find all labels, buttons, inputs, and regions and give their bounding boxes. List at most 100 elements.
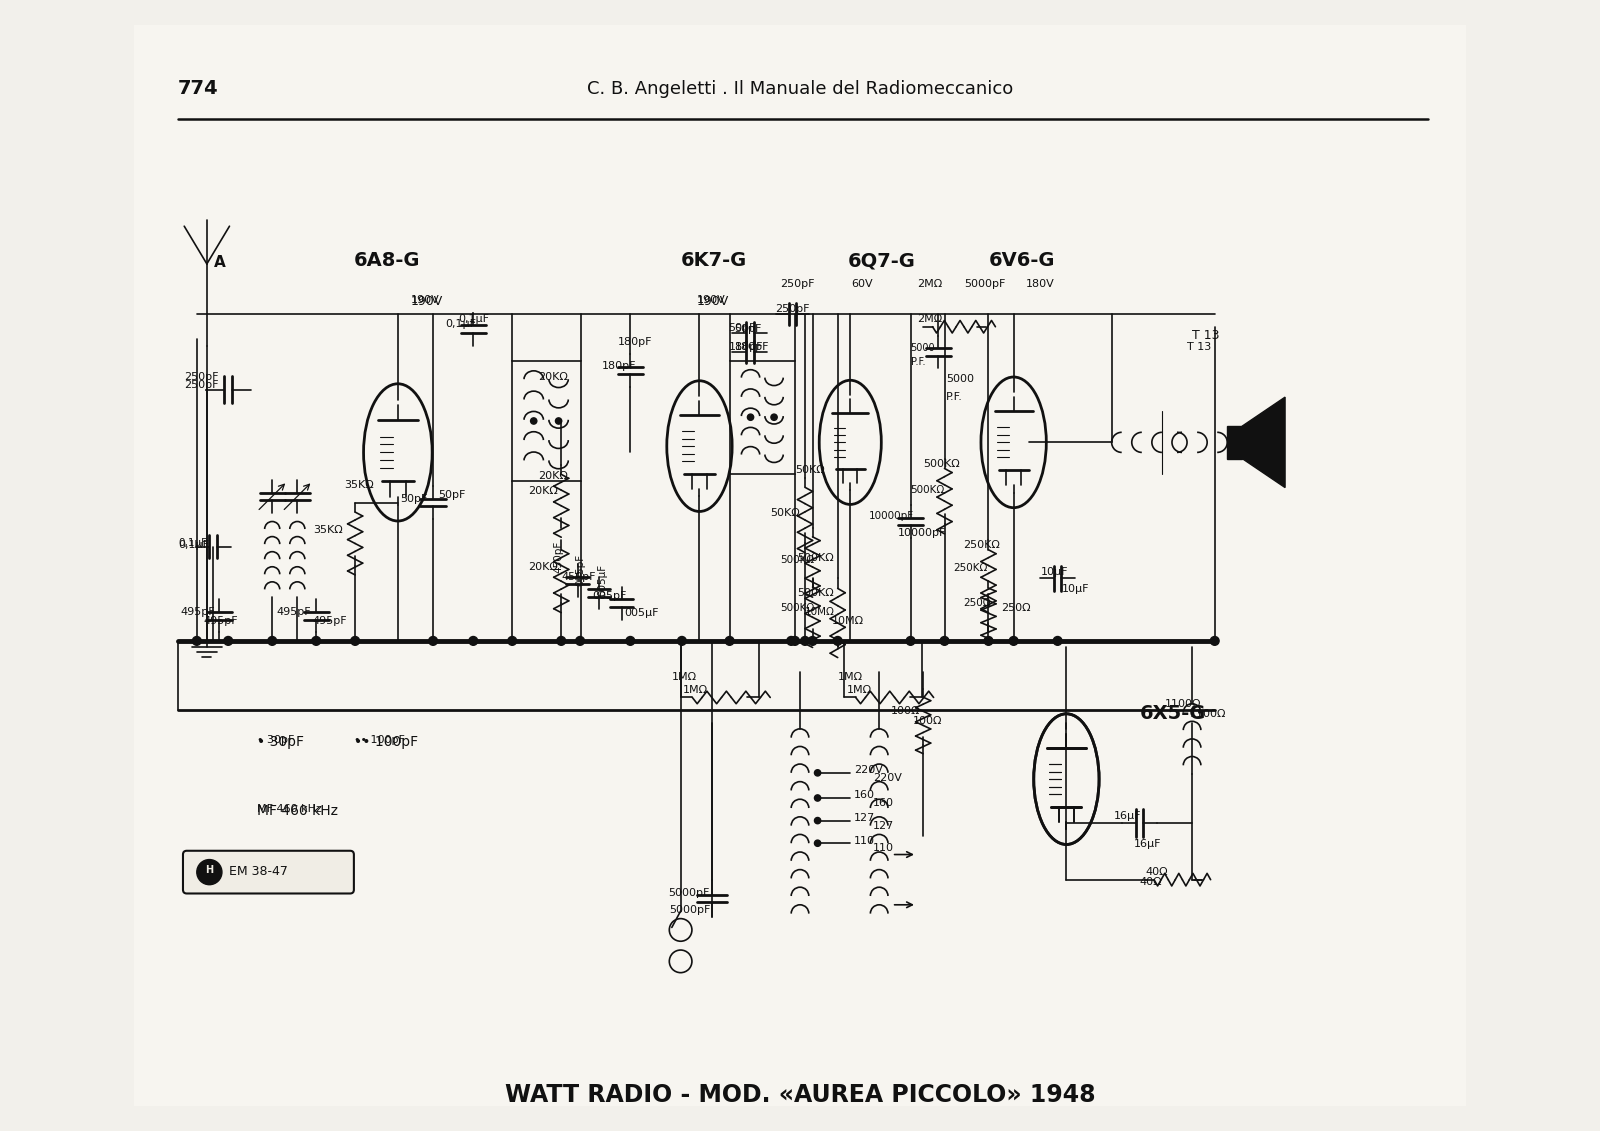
Text: 500KΩ: 500KΩ [797,588,834,598]
Circle shape [790,637,800,646]
Text: 220V: 220V [874,772,902,783]
Circle shape [1053,637,1062,646]
Text: 220V: 220V [854,766,883,776]
Text: 774: 774 [178,79,219,98]
Text: 1MΩ: 1MΩ [672,672,698,682]
Text: 250pF: 250pF [779,279,814,290]
Text: 450pF: 450pF [554,541,563,573]
Text: 495pF: 495pF [181,607,214,618]
Circle shape [725,637,734,646]
Circle shape [814,795,821,801]
Text: 190V: 190V [698,295,726,305]
Text: 500KΩ: 500KΩ [797,553,834,563]
Circle shape [800,637,810,646]
Text: 110: 110 [874,844,894,853]
Text: 16μF: 16μF [1114,811,1142,821]
Circle shape [197,860,222,884]
Circle shape [192,637,202,646]
Text: 50pF: 50pF [400,494,427,504]
Text: WATT RADIO - MOD. «AUREA PICCOLO» 1948: WATT RADIO - MOD. «AUREA PICCOLO» 1948 [504,1083,1096,1107]
Text: 100Ω: 100Ω [891,706,920,716]
Polygon shape [1227,426,1242,459]
Text: 160: 160 [854,791,875,801]
Text: • 30pF: • 30pF [258,735,294,745]
Circle shape [747,414,754,421]
Circle shape [350,637,360,646]
Text: 127: 127 [854,813,875,823]
Text: 60V: 60V [851,279,874,290]
Text: 1MΩ: 1MΩ [838,672,862,682]
Text: 50pF: 50pF [438,490,466,500]
Circle shape [576,637,584,646]
Text: 180V: 180V [1026,279,1054,290]
Text: A: A [214,256,226,270]
Text: 10MΩ: 10MΩ [805,607,835,618]
Text: 250KΩ: 250KΩ [963,541,1000,551]
Text: 160: 160 [874,798,894,808]
Text: 500KΩ: 500KΩ [779,603,814,613]
Text: 250pF: 250pF [774,304,810,314]
Circle shape [814,770,821,776]
Text: 1100Ω: 1100Ω [1165,699,1202,709]
Text: • 30pF: • 30pF [258,735,304,749]
Polygon shape [1242,397,1285,487]
Circle shape [1010,637,1018,646]
Circle shape [771,414,778,421]
Circle shape [429,637,437,646]
Text: 5000pF: 5000pF [669,905,710,915]
Text: 6K7-G: 6K7-G [680,251,747,270]
Text: 5000pF: 5000pF [965,279,1006,290]
Text: H: H [205,864,213,874]
Text: 10000pF: 10000pF [869,511,914,521]
Text: 16μF: 16μF [1134,839,1162,849]
Text: 10000pF: 10000pF [898,528,946,538]
Text: 1100Ω: 1100Ω [1189,709,1226,719]
Text: 10μF: 10μF [1061,585,1090,595]
Text: 250Ω: 250Ω [1002,603,1030,613]
Text: 5000: 5000 [946,374,974,385]
FancyBboxPatch shape [182,851,354,893]
Text: 50pF: 50pF [728,323,755,333]
Bar [512,361,581,481]
Text: 500KΩ: 500KΩ [910,485,946,495]
Text: 6Q7-G: 6Q7-G [848,251,915,270]
Text: 180pF: 180pF [734,342,770,352]
Text: P.F.: P.F. [910,357,925,366]
Text: 190V: 190V [411,295,443,309]
Text: 005pF: 005pF [574,553,586,586]
Text: T 13: T 13 [1187,342,1211,352]
Circle shape [224,637,232,646]
Text: 20KΩ: 20KΩ [539,372,568,382]
Text: 2MΩ: 2MΩ [917,279,942,290]
Text: 50KΩ: 50KΩ [795,465,824,475]
Text: 6A8-G: 6A8-G [354,251,421,270]
Text: 250pF: 250pF [184,372,219,382]
Circle shape [808,637,818,646]
Circle shape [834,637,842,646]
Text: 005pF: 005pF [592,590,627,601]
Text: 20KΩ: 20KΩ [528,486,558,497]
Text: 500KΩ: 500KΩ [779,555,814,566]
Text: 10μF: 10μF [1042,567,1069,577]
Circle shape [906,637,915,646]
Text: 110: 110 [854,836,875,846]
Text: C. B. Angeletti . Il Manuale del Radiomeccanico: C. B. Angeletti . Il Manuale del Radiome… [587,80,1013,98]
Text: 250Ω: 250Ω [963,598,990,608]
Text: 250KΩ: 250KΩ [954,563,987,573]
Text: •• 100pF: •• 100pF [354,735,405,745]
Text: 190V: 190V [411,295,438,305]
Text: 495pF: 495pF [203,615,238,625]
Circle shape [312,637,320,646]
Circle shape [531,417,538,424]
Text: 0,1μF: 0,1μF [446,319,477,329]
Text: 500KΩ: 500KΩ [923,459,960,468]
Text: 35KΩ: 35KΩ [344,480,373,490]
Circle shape [267,637,277,646]
Text: 190V: 190V [698,295,730,309]
Text: MF 460 kHz: MF 460 kHz [258,804,338,818]
Text: 180pF: 180pF [618,337,653,347]
Circle shape [1210,637,1219,646]
Text: 100Ω: 100Ω [914,716,942,726]
Circle shape [626,637,635,646]
Circle shape [677,637,686,646]
